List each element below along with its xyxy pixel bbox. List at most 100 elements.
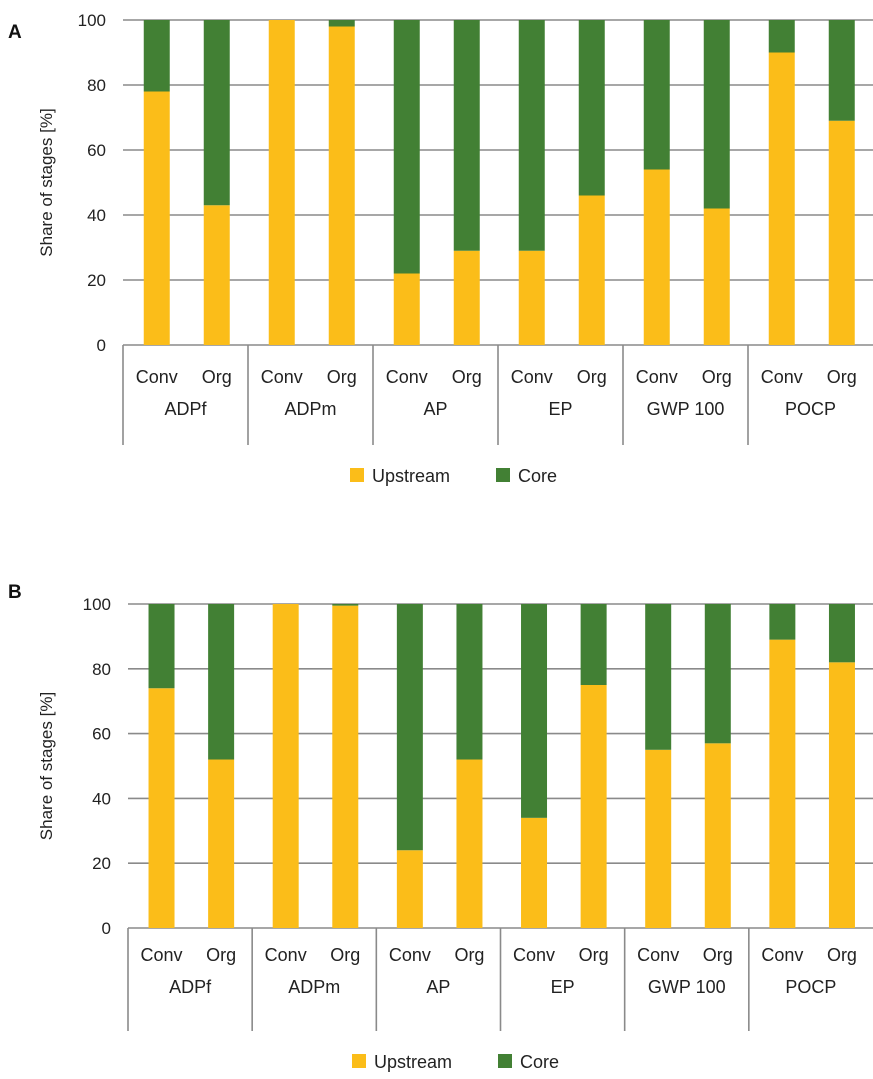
bar-upstream bbox=[828, 120, 855, 345]
panel-label: B bbox=[8, 582, 22, 603]
subcategory-label: Org bbox=[202, 367, 232, 387]
bar-upstream bbox=[580, 685, 607, 928]
bar-core bbox=[148, 604, 175, 689]
bar-core bbox=[768, 20, 795, 53]
legend-swatch-core bbox=[498, 1054, 512, 1068]
bar-core bbox=[393, 20, 420, 274]
subcategory-label: Org bbox=[702, 367, 732, 387]
bar-upstream bbox=[456, 759, 483, 928]
subcategory-label: Org bbox=[327, 367, 357, 387]
bar-core bbox=[578, 20, 605, 196]
group-label: AP bbox=[423, 399, 447, 419]
group-label: POCP bbox=[785, 399, 836, 419]
y-tick-label: 40 bbox=[92, 789, 111, 808]
subcategory-label: Org bbox=[206, 945, 236, 965]
bar-core bbox=[208, 604, 235, 760]
subcategory-label: Conv bbox=[513, 945, 555, 965]
bar-core bbox=[643, 20, 670, 170]
bar-upstream bbox=[769, 639, 796, 928]
bar-upstream bbox=[203, 205, 230, 345]
bar-upstream bbox=[272, 604, 299, 928]
bar-core bbox=[645, 604, 672, 750]
bar-upstream bbox=[332, 605, 359, 928]
bar-upstream bbox=[768, 52, 795, 345]
y-tick-label: 20 bbox=[92, 854, 111, 873]
bar-core bbox=[580, 604, 607, 685]
group-label: EP bbox=[548, 399, 572, 419]
bar-upstream bbox=[704, 743, 731, 928]
y-tick-label: 80 bbox=[92, 660, 111, 679]
bar-upstream bbox=[148, 688, 175, 928]
bar-upstream bbox=[396, 850, 423, 928]
bar-core bbox=[769, 604, 796, 640]
bar-upstream bbox=[703, 208, 730, 345]
subcategory-label: Conv bbox=[261, 367, 303, 387]
legend: Upstream Core bbox=[352, 1052, 559, 1072]
bar-core bbox=[521, 604, 548, 818]
bar-upstream bbox=[453, 250, 480, 345]
group-label: GWP 100 bbox=[648, 977, 726, 997]
legend-label-upstream: Upstream bbox=[372, 466, 450, 486]
subcategory-label: Org bbox=[827, 945, 857, 965]
y-tick-label: 20 bbox=[87, 271, 106, 290]
bar-upstream bbox=[393, 273, 420, 345]
bar-core bbox=[703, 20, 730, 209]
subcategory-label: Org bbox=[330, 945, 360, 965]
subcategory-label: Conv bbox=[386, 367, 428, 387]
group-label: AP bbox=[426, 977, 450, 997]
group-label: EP bbox=[551, 977, 575, 997]
legend: Upstream Core bbox=[350, 466, 557, 486]
subcategory-label: Org bbox=[577, 367, 607, 387]
bar-upstream bbox=[521, 817, 548, 928]
y-tick-label: 0 bbox=[97, 336, 106, 355]
subcategory-label: Conv bbox=[636, 367, 678, 387]
legend-swatch-upstream bbox=[352, 1054, 366, 1068]
bar-core bbox=[456, 604, 483, 760]
subcategory-label: Conv bbox=[141, 945, 183, 965]
legend-swatch-core bbox=[496, 468, 510, 482]
bar-core bbox=[328, 20, 355, 27]
bar-core bbox=[704, 604, 731, 744]
bar-upstream bbox=[268, 20, 295, 345]
subcategory-label: Org bbox=[827, 367, 857, 387]
y-tick-label: 100 bbox=[83, 595, 111, 614]
group-label: ADPf bbox=[169, 977, 212, 997]
y-tick-label: 40 bbox=[87, 206, 106, 225]
bar-upstream bbox=[578, 195, 605, 345]
group-label: POCP bbox=[785, 977, 836, 997]
y-axis-title: Share of stages [%] bbox=[37, 108, 56, 256]
group-label: ADPm bbox=[284, 399, 336, 419]
subcategory-label: Org bbox=[703, 945, 733, 965]
subcategory-label: Conv bbox=[761, 367, 803, 387]
subcategory-label: Conv bbox=[511, 367, 553, 387]
y-tick-label: 100 bbox=[78, 11, 106, 30]
group-label: ADPm bbox=[288, 977, 340, 997]
bar-core bbox=[396, 604, 423, 851]
y-axis-title: Share of stages [%] bbox=[37, 692, 56, 840]
bar-core bbox=[828, 20, 855, 121]
subcategory-label: Org bbox=[452, 367, 482, 387]
group-label: ADPf bbox=[164, 399, 207, 419]
bar-core bbox=[332, 604, 359, 606]
bar-core bbox=[518, 20, 545, 251]
subcategory-label: Conv bbox=[389, 945, 431, 965]
bar-core bbox=[143, 20, 170, 92]
bar-upstream bbox=[643, 169, 670, 345]
bar-upstream bbox=[828, 662, 855, 928]
subcategory-label: Conv bbox=[265, 945, 307, 965]
bar-upstream bbox=[143, 91, 170, 345]
subcategory-label: Org bbox=[579, 945, 609, 965]
bar-upstream bbox=[645, 749, 672, 928]
bar-upstream bbox=[328, 26, 355, 345]
chart-panel-b: B 0 20 40 60 80 100 Share of stages [%] Conv Org A… bbox=[8, 582, 873, 1072]
bar-upstream bbox=[518, 250, 545, 345]
subcategory-label: Conv bbox=[637, 945, 679, 965]
bar-core bbox=[828, 604, 855, 663]
group-label: GWP 100 bbox=[647, 399, 725, 419]
y-tick-label: 60 bbox=[92, 725, 111, 744]
y-tick-label: 0 bbox=[102, 919, 111, 938]
legend-label-upstream: Upstream bbox=[374, 1052, 452, 1072]
legend-swatch-upstream bbox=[350, 468, 364, 482]
